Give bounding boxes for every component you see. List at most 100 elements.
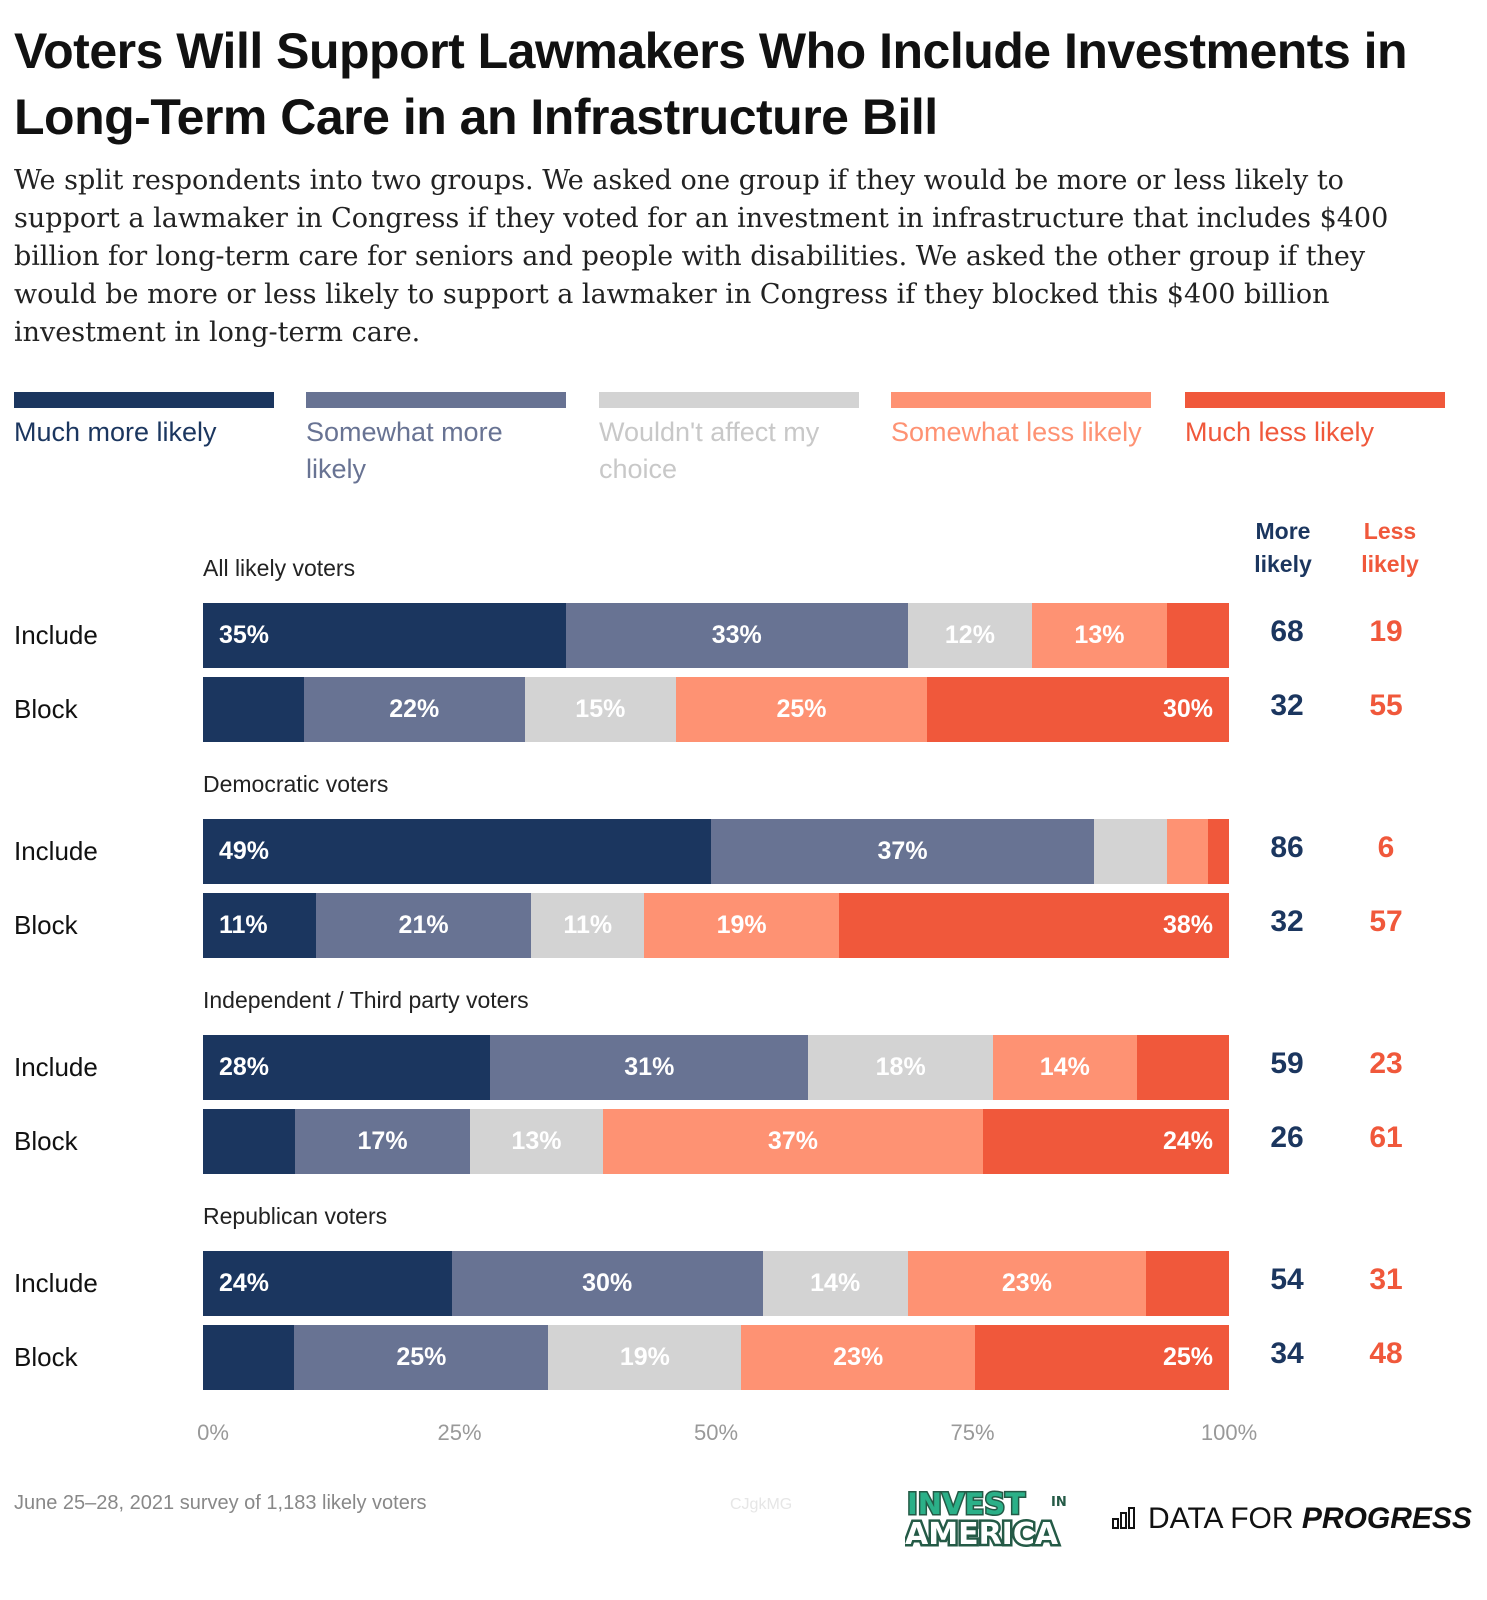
less-likely-total: 48: [1369, 1337, 1403, 1370]
bar-segment: [203, 1251, 453, 1316]
bar-segment: [1166, 603, 1230, 668]
more-likely-total: 68: [1270, 615, 1304, 648]
bar-segment: [675, 677, 928, 742]
segment-label: 49%: [219, 837, 270, 865]
bar-segment: [203, 1035, 491, 1100]
segment-label: 12%: [944, 621, 995, 649]
svg-text:AMERICA: AMERICA: [905, 1517, 1059, 1548]
segment-label: 15%: [575, 695, 626, 723]
legend-item: Somewhat less likely: [891, 392, 1151, 451]
more-likely-total: 32: [1270, 689, 1304, 722]
legend-label: Much more likely: [14, 417, 217, 447]
segment-label: 23%: [833, 1343, 884, 1371]
bar-segment: [203, 893, 317, 958]
bar-segment: [1146, 1251, 1230, 1316]
segment-label: 13%: [511, 1127, 562, 1155]
stacked-bar: 11% 21% 11% 19% 38%: [203, 893, 1230, 958]
legend-swatch: [14, 392, 274, 408]
bar-chart-icon: [1112, 1503, 1138, 1529]
segment-label: 24%: [1162, 1127, 1213, 1155]
invest-in-america-logo: INVEST IN AMERICA: [903, 1486, 1080, 1555]
x-tick-label: 100%: [1200, 1420, 1258, 1445]
segment-label: 25%: [396, 1343, 447, 1371]
more-likely-header: More likely: [1254, 518, 1312, 577]
bar-segment: [295, 1109, 471, 1174]
x-tick-label: 25%: [437, 1420, 482, 1445]
dfp-text-bold: PROGRESS: [1301, 1502, 1472, 1535]
bar-segment: [203, 677, 305, 742]
stacked-bar: 28% 31% 18% 14%: [203, 1035, 1230, 1100]
segment-label: 31%: [624, 1053, 675, 1081]
segment-label: 37%: [877, 837, 928, 865]
segment-label: 28%: [219, 1053, 270, 1081]
x-tick-label: 75%: [950, 1420, 995, 1445]
watermark: CJgkMG: [730, 1496, 793, 1513]
less-likely-total: 31: [1369, 1263, 1403, 1296]
segment-label: 30%: [1162, 695, 1213, 723]
bar-segment: [531, 893, 645, 958]
stacked-bar: 25% 19% 23% 25%: [203, 1325, 1230, 1390]
segment-label: 18%: [875, 1053, 926, 1081]
bar-segment: [1166, 819, 1209, 884]
x-tick-label: 0%: [197, 1420, 229, 1445]
row-label: Block: [14, 1342, 78, 1372]
bar-segment: [294, 1325, 549, 1390]
bar-segment: [203, 819, 712, 884]
bar-segment: [1208, 819, 1230, 884]
bar-segment: [839, 893, 1230, 958]
legend-item: Much less likely: [1185, 392, 1445, 451]
bar-segment: [203, 1109, 296, 1174]
bar-segment: [315, 893, 532, 958]
legend-swatch: [1185, 392, 1445, 408]
bar-segment: [907, 1251, 1147, 1316]
legend-item: Somewhat more likely: [306, 392, 566, 488]
row-label: Include: [14, 1052, 98, 1082]
bar-segment: [644, 893, 840, 958]
stacked-bar: 49% 37%: [203, 819, 1230, 884]
bar-segment: [808, 1035, 994, 1100]
segment-label: 21%: [398, 911, 449, 939]
segment-label: 35%: [219, 621, 270, 649]
bar-segment: [603, 1109, 984, 1174]
svg-text:IN: IN: [1051, 1495, 1067, 1510]
less-likely-total: 23: [1369, 1047, 1403, 1080]
segment-label: 19%: [619, 1343, 670, 1371]
segment-label: 22%: [389, 695, 440, 723]
segment-label: 11%: [219, 911, 268, 939]
group-label: All likely voters: [203, 555, 356, 581]
segment-label: 19%: [716, 911, 767, 939]
group-label: Republican voters: [203, 1203, 388, 1229]
footer-source: June 25–28, 2021 survey of 1,183 likely …: [14, 1492, 427, 1514]
row-label: Block: [14, 1126, 78, 1156]
legend-label: Much less likely: [1185, 417, 1375, 447]
bar-segment: [451, 1251, 764, 1316]
segment-label: 37%: [767, 1127, 818, 1155]
bar-segment: [203, 603, 567, 668]
segment-label: 25%: [1162, 1343, 1213, 1371]
row-label: Include: [14, 1268, 98, 1298]
segment-label: 38%: [1162, 911, 1213, 939]
stacked-bar: 24% 30% 14% 23%: [203, 1251, 1230, 1316]
bar-segment: [303, 677, 526, 742]
segment-label: 24%: [219, 1269, 270, 1297]
chart-subtitle: We split respondents into two groups. We…: [14, 165, 1389, 348]
chart-title: Voters Will Support Lawmakers Who Includ…: [14, 23, 1408, 145]
more-likely-total: 86: [1270, 831, 1304, 864]
stacked-bar: 35% 33% 12% 13%: [203, 603, 1230, 668]
bar-segment: [975, 1325, 1230, 1390]
legend-label: Somewhat more likely: [306, 417, 503, 484]
bar-segment: [927, 677, 1230, 742]
less-likely-header: Less likely: [1361, 518, 1419, 577]
bar-segment: [1032, 603, 1168, 668]
bar-segment: [982, 1109, 1230, 1174]
legend-swatch: [306, 392, 566, 408]
legend-swatch: [891, 392, 1151, 408]
bar-segment: [741, 1325, 976, 1390]
data-for-progress-logo: DATA FOR PROGRESS: [1112, 1502, 1472, 1536]
svg-text:INVEST: INVEST: [907, 1487, 1025, 1521]
more-likely-total: 59: [1270, 1047, 1304, 1080]
dfp-text: DATA FOR: [1148, 1502, 1302, 1535]
x-tick-label: 50%: [693, 1420, 739, 1445]
more-likely-total: 54: [1270, 1263, 1304, 1296]
